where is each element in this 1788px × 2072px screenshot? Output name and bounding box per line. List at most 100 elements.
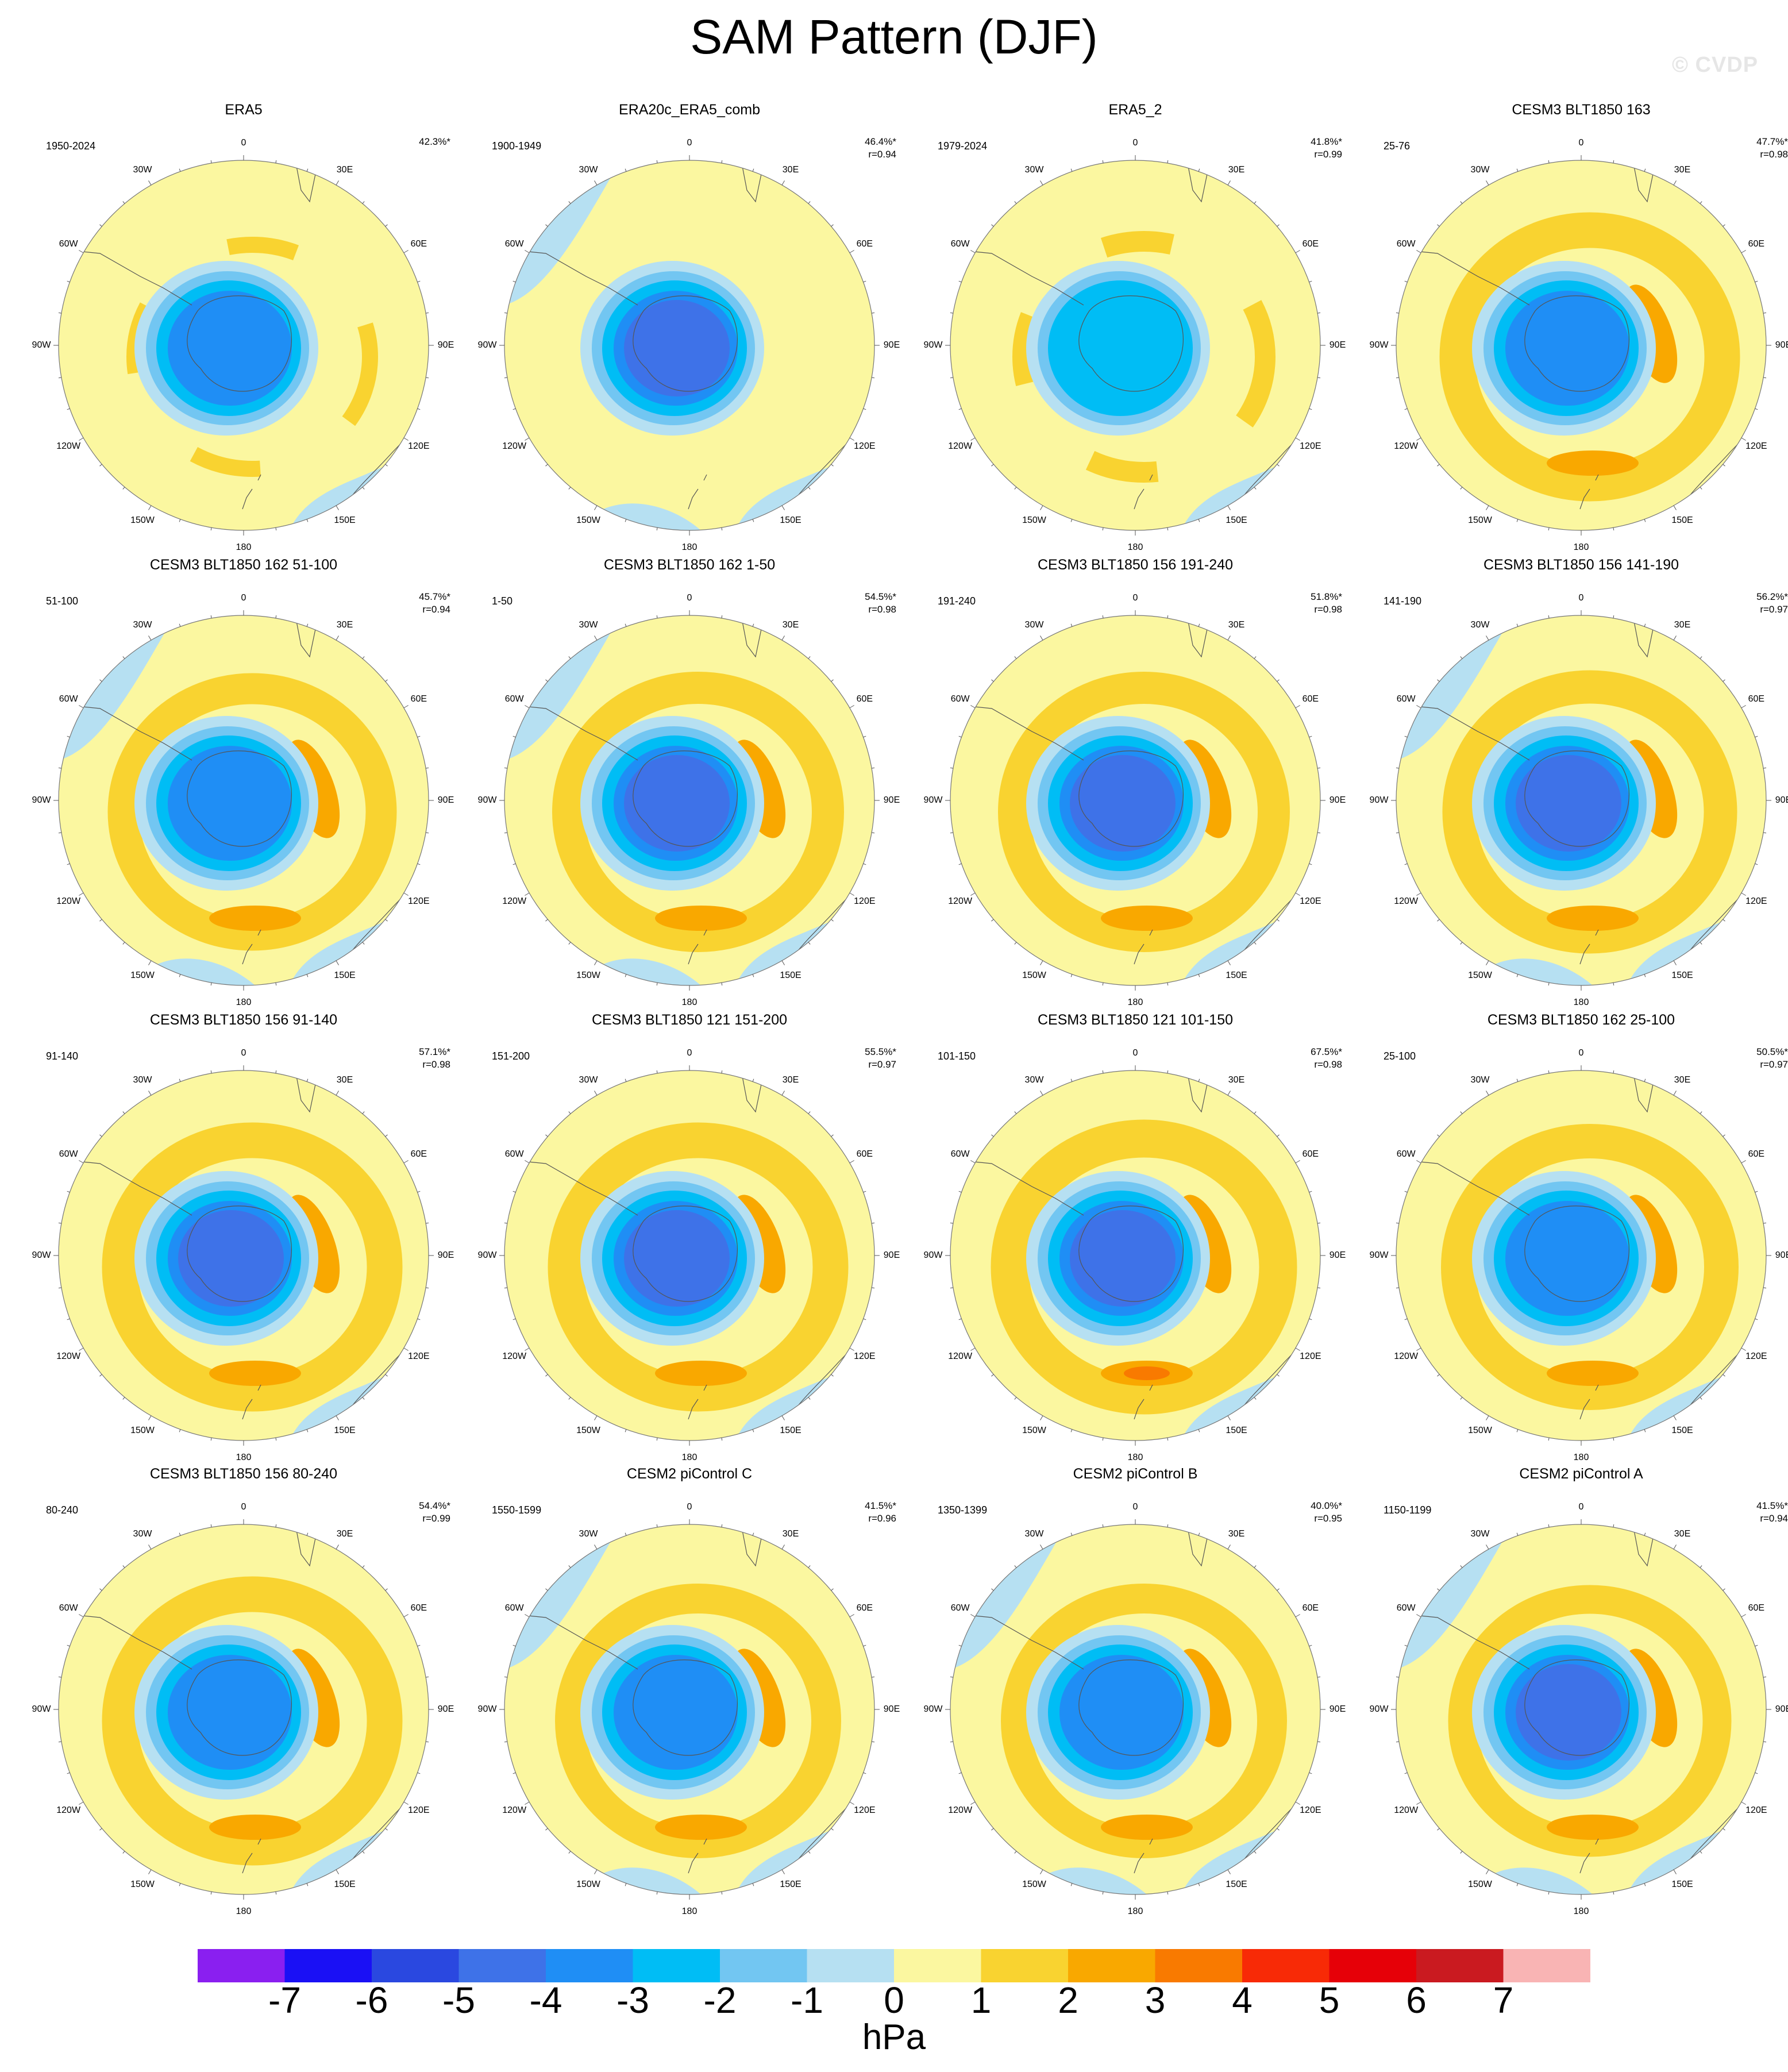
longitude-label: 90E [883, 1704, 900, 1714]
longitude-label: 0 [241, 1048, 246, 1058]
panel-period: 1979-2024 [938, 140, 988, 152]
longitude-label: 0 [1132, 138, 1138, 148]
longitude-label: 30W [1470, 1529, 1490, 1539]
longitude-label: 120W [56, 896, 81, 906]
longitude-label: 0 [241, 1502, 246, 1512]
variance-explained: 54.5%* [865, 591, 896, 602]
panel-title: CESM2 piControl C [626, 1466, 753, 1482]
polar-map [1391, 155, 1771, 536]
longitude-label: 60E [856, 1603, 873, 1613]
longitude-label: 150E [780, 515, 801, 525]
longitude-label: 30W [1470, 165, 1490, 175]
panel-stats: 46.4%* r=0.94 [827, 136, 896, 161]
longitude-label: 180 [681, 1453, 698, 1462]
pattern-correlation: r=0.97 [1760, 1059, 1788, 1070]
longitude-label: 30E [1674, 1075, 1691, 1085]
panel-stats: 54.4%* r=0.99 [382, 1500, 450, 1525]
panel-period: 1950-2024 [46, 140, 96, 152]
longitude-label: 150W [1468, 970, 1492, 980]
panel-period: 1900-1949 [492, 140, 542, 152]
longitude-label: 30W [133, 620, 152, 630]
longitude-label: 150W [1468, 1879, 1492, 1889]
pattern-correlation: r=0.98 [422, 1059, 450, 1070]
panel-title: CESM3 BLT1850 163 [1512, 102, 1651, 118]
map-panel: ERA20c_ERA5_comb 1900-1949 46.4%* r=0.94 0 30… [471, 101, 908, 552]
longitude-label: 180 [236, 1907, 252, 1916]
panel-stats: 51.8%* r=0.98 [1273, 591, 1342, 616]
colorbar-swatch [546, 1949, 633, 1982]
longitude-label: 30W [1024, 1075, 1044, 1085]
longitude-label: 120W [948, 1805, 973, 1815]
colorbar-tick-label: 3 [1145, 1979, 1166, 2021]
longitude-label: 0 [1132, 1502, 1138, 1512]
longitude-label: 120E [1300, 1805, 1321, 1815]
longitude-label: 180 [1573, 542, 1589, 552]
longitude-label: 60E [1302, 239, 1319, 249]
longitude-label: 180 [236, 998, 252, 1007]
longitude-label: 90E [1775, 340, 1788, 350]
variance-explained: 56.2%* [1756, 591, 1788, 602]
longitude-label: 90E [437, 795, 454, 805]
pattern-correlation: r=0.98 [1314, 604, 1342, 615]
longitude-label: 30W [579, 620, 598, 630]
longitude-label: 60W [504, 1603, 524, 1613]
colorbar-swatch [372, 1949, 459, 1982]
longitude-label: 90W [1369, 795, 1389, 805]
longitude-label: 90E [1775, 1250, 1788, 1260]
longitude-label: 90E [437, 1704, 454, 1714]
longitude-label: 30E [336, 165, 353, 175]
variance-explained: 40.0%* [1311, 1500, 1342, 1511]
longitude-label: 120W [56, 1805, 81, 1815]
longitude-label: 0 [1132, 593, 1138, 603]
longitude-label: 30W [1024, 165, 1044, 175]
panel-stats: 50.5%* r=0.97 [1719, 1046, 1788, 1071]
longitude-label: 60E [1748, 694, 1765, 704]
longitude-label: 120W [1394, 1805, 1419, 1815]
longitude-label: 120W [502, 896, 527, 906]
longitude-label: 180 [681, 1907, 698, 1916]
longitude-label: 60W [950, 239, 970, 249]
longitude-label: 90E [437, 1250, 454, 1260]
panel-title: CESM2 piControl A [1519, 1466, 1643, 1482]
polar-map [945, 1519, 1325, 1900]
longitude-label: 90W [923, 1704, 943, 1714]
longitude-label: 0 [687, 1502, 692, 1512]
longitude-label: 30E [336, 620, 353, 630]
colorbar-swatch [1416, 1949, 1504, 1982]
longitude-label: 90W [32, 1250, 51, 1260]
longitude-label: 120W [56, 441, 81, 451]
longitude-label: 30W [1024, 620, 1044, 630]
longitude-label: 120W [948, 896, 973, 906]
longitude-label: 30W [133, 165, 152, 175]
longitude-label: 30E [1674, 165, 1691, 175]
panel-title: CESM3 BLT1850 156 141-190 [1483, 557, 1679, 573]
longitude-label: 180 [1573, 1453, 1589, 1462]
longitude-label: 90W [32, 1704, 51, 1714]
longitude-label: 60W [504, 1149, 524, 1159]
panel-stats: 40.0%* r=0.95 [1273, 1500, 1342, 1525]
colorbar-swatch [1242, 1949, 1330, 1982]
longitude-label: 0 [1578, 1502, 1584, 1512]
longitude-label: 120E [1300, 1351, 1321, 1361]
longitude-label: 180 [1573, 1907, 1589, 1916]
panel-period: 141-190 [1384, 595, 1422, 607]
longitude-label: 120W [56, 1351, 81, 1361]
pattern-correlation: r=0.99 [1314, 149, 1342, 160]
longitude-label: 90W [32, 340, 51, 350]
colorbar-swatch [1329, 1949, 1416, 1982]
longitude-label: 180 [681, 998, 698, 1007]
longitude-label: 150E [1226, 1425, 1247, 1435]
colorbar-swatch [1155, 1949, 1242, 1982]
longitude-label: 60E [410, 694, 427, 704]
longitude-label: 120E [1745, 1805, 1767, 1815]
longitude-label: 30W [133, 1529, 152, 1539]
longitude-label: 90W [477, 795, 497, 805]
variance-explained: 55.5%* [865, 1046, 896, 1057]
longitude-label: 150W [130, 515, 155, 525]
panel-title: CESM3 BLT1850 156 80-240 [149, 1466, 338, 1482]
map-panel: CESM3 BLT1850 156 141-190 141-190 56.2%* r=… [1363, 556, 1788, 1007]
longitude-label: 150E [1671, 1879, 1693, 1889]
longitude-label: 180 [1127, 998, 1143, 1007]
polar-map [499, 155, 880, 536]
colorbar-swatch [198, 1949, 285, 1982]
